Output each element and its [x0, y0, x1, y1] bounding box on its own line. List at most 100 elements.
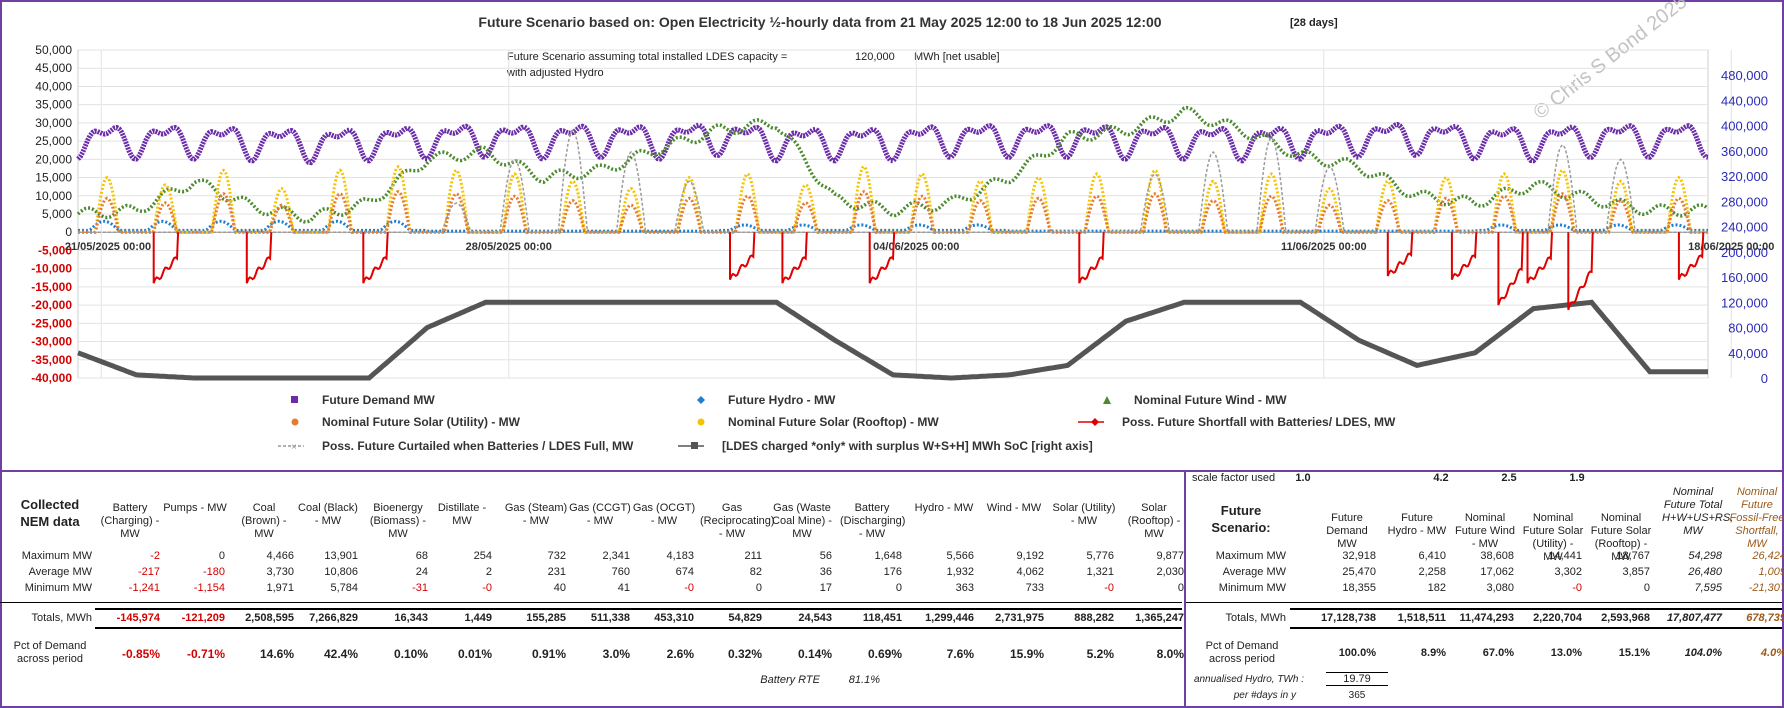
- x-tick-label: 21/05/2025 00:00: [65, 241, 151, 253]
- nem-cell: 2,030: [1156, 566, 1184, 578]
- chart-area: Future Scenario based on: Open Electrici…: [0, 0, 1784, 472]
- nem-cell: 17: [819, 582, 832, 594]
- future-cell: 17,807,477: [1666, 612, 1722, 624]
- y-left-tick-label: 20,000: [35, 152, 72, 166]
- nem-cell: 2,731,975: [995, 612, 1044, 624]
- nem-cell: 16,343: [394, 612, 428, 624]
- x-tick-label: 04/06/2025 00:00: [873, 241, 959, 253]
- nem-column-header: Gas (Waste Coal Mine) - MW: [772, 502, 832, 540]
- nem-cell: -145,974: [116, 612, 160, 624]
- y-right-tick-label: 80,000: [1728, 321, 1768, 336]
- nem-column-header: Gas (Reciprocating) - MW: [700, 502, 775, 540]
- nem-cell: -31: [412, 582, 428, 594]
- nem-cell: -0.85%: [121, 647, 160, 661]
- future-cell: 0: [1643, 582, 1650, 594]
- nem-column-header: Battery (Charging) - MW: [100, 502, 160, 540]
- nem-cell: 0: [895, 582, 902, 594]
- future-title: Future Scenario:: [1211, 503, 1271, 535]
- future-cell: 54,298: [1688, 550, 1722, 562]
- nem-row-label: Average MW: [28, 566, 92, 578]
- nem-cell: 82: [749, 566, 762, 578]
- y-left-tick-label: 0: [65, 225, 72, 239]
- nem-cell: 10,806: [324, 566, 358, 578]
- series-shortfall-event: [1078, 232, 1105, 284]
- future-cell: 8.9%: [1420, 647, 1446, 659]
- nem-cell: 7,266,829: [309, 612, 358, 624]
- nem-cell: 1,971: [266, 582, 294, 594]
- y-left-tick-label: 30,000: [35, 116, 72, 130]
- gridlines: [77, 49, 1732, 379]
- nem-cell: 8.0%: [1156, 647, 1184, 661]
- future-cell: 1,518,511: [1397, 612, 1446, 624]
- future-cell: 2,258: [1418, 566, 1446, 578]
- nem-column-header: Gas (CCGT) - MW: [569, 502, 631, 527]
- series-shortfall-event: [362, 232, 389, 284]
- legend-label: Nominal Future Wind - MW: [1134, 393, 1287, 407]
- annualised-hydro-label: annualised Hydro, TWh :: [1193, 674, 1304, 685]
- nem-cell: 2.6%: [666, 647, 694, 661]
- nem-cell: 54,829: [728, 612, 762, 624]
- nem-cell: 2: [485, 566, 492, 578]
- future-cell: 3,857: [1622, 566, 1650, 578]
- legend-item: Poss. Future Shortfall with Batteries/ L…: [1078, 415, 1396, 429]
- legend-item: Nominal Future Wind - MW: [1103, 393, 1287, 407]
- nem-cell: 15.9%: [1009, 647, 1044, 661]
- legend-item: Nominal Future Solar (Utility) - MW: [291, 415, 521, 429]
- y-axis-right: 480,000 440,000 400,000 360,000 320,000 280,0…: [1721, 68, 1768, 386]
- nem-cell: 3.0%: [602, 647, 630, 661]
- nem-column-header: Wind - MW: [986, 502, 1042, 514]
- y-right-tick-label: 240,000: [1721, 220, 1768, 235]
- nem-cell: 5,776: [1086, 550, 1114, 562]
- nem-row-label: Minimum MW: [24, 582, 92, 594]
- nem-cell: 363: [955, 582, 974, 594]
- nem-cell: 5,566: [946, 550, 974, 562]
- nem-cell: 674: [675, 566, 694, 578]
- y-left-tick-label: 40,000: [35, 79, 72, 93]
- series-shortfall-event: [1450, 232, 1478, 280]
- future-cell: 104.0%: [1684, 647, 1722, 659]
- nem-cell: 3,730: [266, 566, 294, 578]
- future-cell: 7,595: [1694, 582, 1722, 594]
- series-shortfall-event: [1567, 232, 1594, 311]
- future-cell: 15.1%: [1618, 647, 1650, 659]
- nem-cell: 2,341: [602, 550, 630, 562]
- y-right-tick-label: 160,000: [1721, 270, 1768, 285]
- future-cell: 678,739: [1746, 612, 1784, 624]
- nem-cell: 41: [617, 582, 630, 594]
- nem-cell: 1,321: [1086, 566, 1114, 578]
- nem-cell: 760: [611, 566, 630, 578]
- x-tick-label: 11/06/2025 00:00: [1281, 241, 1367, 253]
- nem-cell: -217: [137, 566, 160, 578]
- x-axis: 21/05/2025 00:00 28/05/2025 00:00 04/06/20…: [65, 241, 1775, 253]
- future-column-header: Nominal Future Wind - MW: [1455, 512, 1515, 550]
- future-row-label: Pct of Demand across period: [1205, 640, 1279, 665]
- future-row-label: Average MW: [1222, 566, 1286, 578]
- nem-cell: 24,543: [798, 612, 832, 624]
- y-left-tick-label: -20,000: [31, 298, 72, 312]
- legend-marker: [1091, 418, 1099, 426]
- y-left-tick-label: -40,000: [31, 371, 72, 385]
- nem-cell: 14.6%: [259, 647, 294, 661]
- legend-marker: [291, 418, 299, 426]
- nem-cell: 0: [1177, 582, 1184, 594]
- nem-cell: 254: [473, 550, 492, 562]
- future-cell: 18,767: [1616, 550, 1650, 562]
- scale-factor-value: 2.5: [1501, 472, 1517, 484]
- nem-cell: -0: [482, 582, 492, 594]
- nem-cell: 2,508,595: [245, 612, 294, 624]
- nem-column-header: Hydro - MW: [914, 502, 974, 514]
- battery-rte-value: 81.1%: [848, 674, 880, 686]
- x-tick-label: 18/06/2025 00:00: [1688, 241, 1774, 253]
- series-layer: [76, 105, 1710, 381]
- legend-label: Future Demand MW: [322, 393, 435, 407]
- y-left-tick-label: 15,000: [35, 171, 72, 185]
- nem-cell: 9,877: [1156, 550, 1184, 562]
- nem-cell: 36: [819, 566, 832, 578]
- y-left-tick-label: -25,000: [31, 316, 72, 330]
- future-row-label: Totals, MWh: [1225, 612, 1286, 624]
- y-left-tick-label: -5,000: [38, 243, 72, 257]
- nem-cell: 5.2%: [1086, 647, 1114, 661]
- nem-cell: -2: [150, 550, 160, 562]
- legend-label: Nominal Future Solar (Rooftop) - MW: [728, 415, 939, 429]
